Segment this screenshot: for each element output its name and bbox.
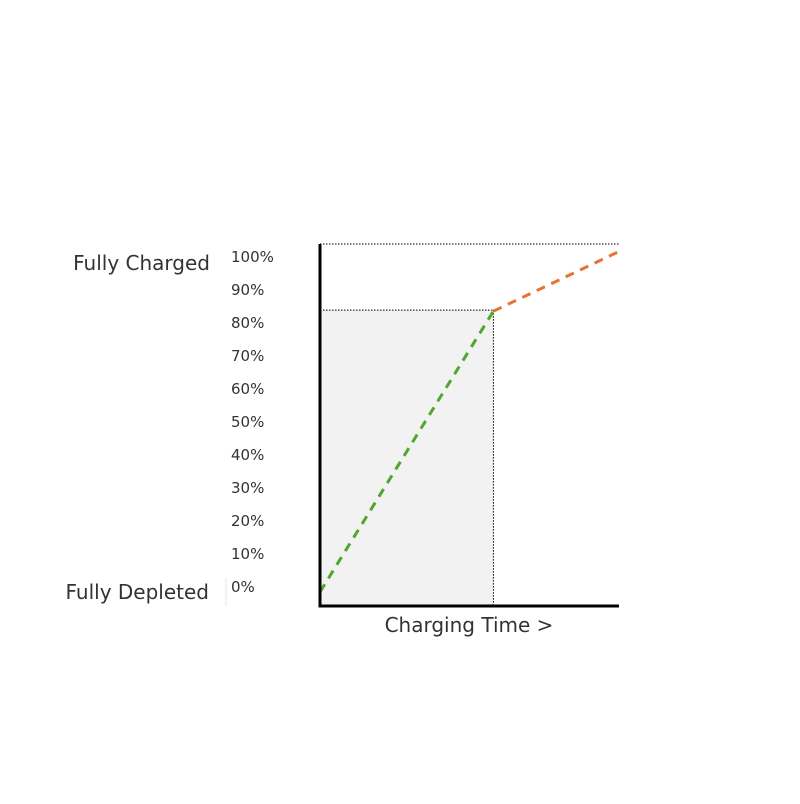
- y-tick-label: 50%: [231, 413, 264, 431]
- y-tick-label: 20%: [231, 512, 264, 530]
- axes-layer: [225, 244, 619, 608]
- y-tick-label: 90%: [231, 281, 264, 299]
- y-tick-label: 80%: [231, 314, 264, 332]
- y-tick-label: 40%: [231, 446, 264, 464]
- y-tick-label: 70%: [231, 347, 264, 365]
- reference-lines-layer: [320, 243, 619, 606]
- y-tick-label: 10%: [231, 545, 264, 563]
- series-line-0: [318, 310, 495, 593]
- y-tick-label: 0%: [231, 578, 255, 596]
- series-line-1: [492, 250, 620, 313]
- y-tick-labels-layer: 100% 90% 80% 70% 60% 50% 40% 30% 20% 10% 0%: [231, 248, 274, 596]
- x-axis-label: Charging Time >: [385, 613, 554, 637]
- fully-depleted-label: Fully Depleted: [66, 580, 210, 604]
- series-layer: [318, 250, 620, 593]
- labels-layer: Fully Charged Fully Depleted Charging Ti…: [66, 251, 554, 637]
- y-tick-label: 30%: [231, 479, 264, 497]
- y-tick-label: 60%: [231, 380, 264, 398]
- y-tick-label: 100%: [231, 248, 274, 266]
- fully-charged-label: Fully Charged: [73, 251, 210, 275]
